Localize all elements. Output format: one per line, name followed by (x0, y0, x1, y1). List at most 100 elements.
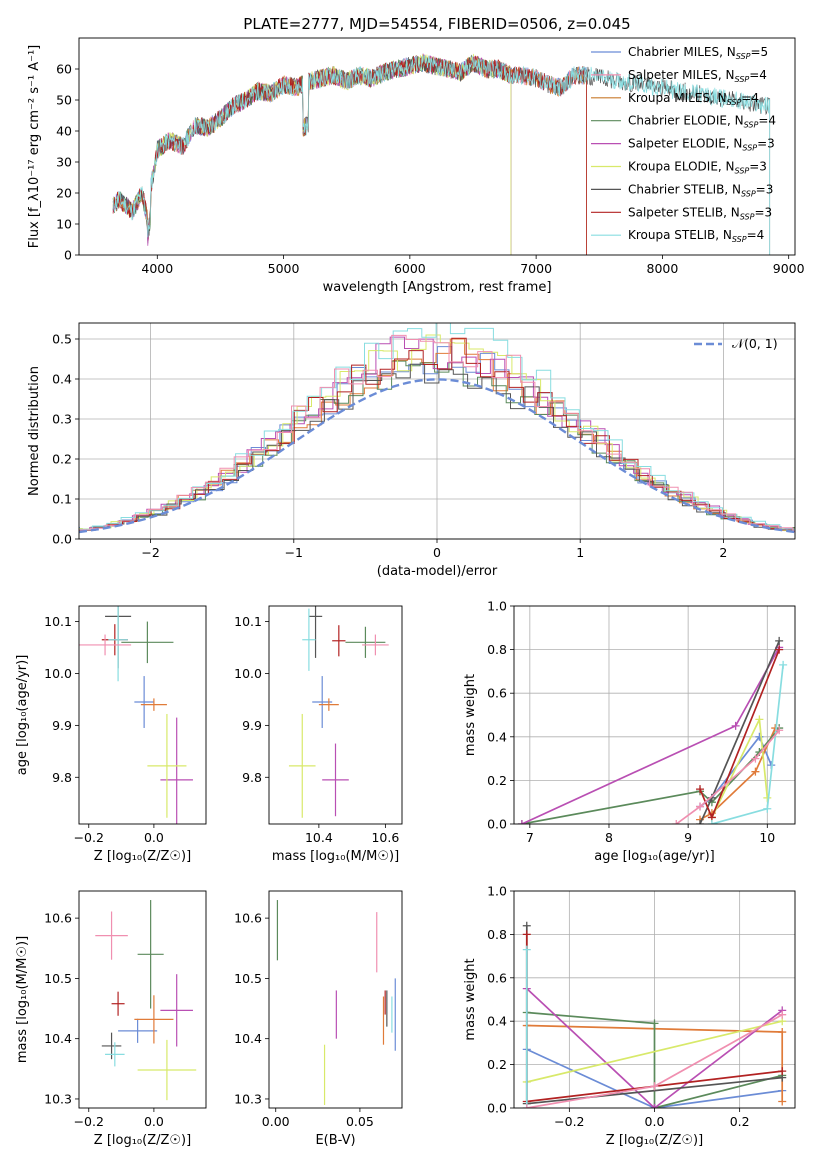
x-tick-label: 5000 (268, 261, 300, 276)
mass-weight-marker (755, 715, 764, 724)
residuals-axes: −2 −1 0 1 2 0.0 0.1 0.2 0.3 0.4 0.5 (data-model)/er… (27, 323, 795, 579)
y-tick-label: 0.1 (52, 492, 72, 507)
mass-weight-marker (696, 820, 705, 824)
data-point (302, 608, 316, 671)
mass-weight-marker (778, 1028, 787, 1037)
data-point (318, 698, 339, 711)
spectrum-line (112, 56, 771, 255)
x-tick-label: −2 (141, 545, 159, 560)
legend-label-tail: =4 (749, 68, 767, 82)
data-point (147, 713, 187, 818)
x-tick-label: 0 (433, 545, 441, 560)
mass-weight-line (675, 729, 780, 824)
data-point (101, 1032, 122, 1060)
mass_weight_vs_Z-frame (513, 890, 796, 1109)
y-tick-label: 0.2 (487, 1057, 507, 1072)
legend-label-sub: SSP (727, 98, 742, 107)
y-tick-label: 10.3 (234, 1091, 262, 1106)
mass_weight_vs_age-frame (513, 605, 796, 825)
mass-weight-marker (755, 732, 764, 741)
x-tick-label: 0.0 (645, 1114, 665, 1129)
legend-label-main: Salpeter ELODIE, N (628, 137, 742, 151)
y-tick-label: 9.9 (52, 718, 72, 733)
y-tick-label: 9.9 (242, 718, 262, 733)
y-tick-label: 10.0 (44, 666, 72, 681)
legend-label-sub: SSP (740, 212, 755, 221)
y-tick-label: 10.1 (234, 614, 262, 629)
legend-label: Kroupa STELIB, NSSP=4 (628, 228, 764, 244)
legend-label: Chabrier MILES, NSSP=5 (628, 45, 768, 61)
histogram-step (79, 363, 795, 533)
legend-label-tail: =4 (758, 114, 776, 128)
x-axis-label: wavelength [Angstrom, rest frame] (323, 280, 552, 295)
mass-weight-line (526, 1048, 783, 1108)
mass-weight-marker (522, 921, 531, 930)
x-tick-label: 2 (719, 545, 727, 560)
y-tick-label: 1.0 (487, 884, 507, 899)
x-tick-label: 0.2 (730, 1114, 750, 1129)
mass-weight-line (526, 987, 783, 1108)
mass-weight-marker (522, 930, 531, 939)
mass-weight-marker (731, 721, 740, 730)
y-tick-label: 60 (56, 62, 72, 77)
mass-weight-line (521, 727, 780, 824)
data-point (79, 634, 132, 656)
legend-label-main: Kroupa MILES, N (628, 91, 727, 105)
mass-weight-marker (650, 1104, 659, 1108)
histogram-step (79, 337, 795, 533)
legend-label-main: Kroupa ELODIE, N (628, 160, 735, 174)
mass-weight-marker (650, 1082, 659, 1091)
y-tick-label: 0.0 (487, 817, 507, 832)
y-tick-label: 0.0 (52, 532, 72, 547)
x-axis-label: age [log₁₀(age/yr)] (594, 849, 715, 864)
data-point (332, 625, 346, 657)
legend-label-main: Chabrier MILES, N (628, 45, 736, 59)
spectrum-axes: 4000 5000 6000 7000 8000 9000 0 10 20 30 40 50 60 wav… (27, 45, 805, 295)
y-tick-label: 10.6 (234, 911, 262, 926)
mass-weight-marker (775, 726, 784, 735)
y-tick-label: 0.3 (52, 412, 72, 427)
data-point (118, 1018, 158, 1043)
y-tick-label: 10.0 (234, 666, 262, 681)
legend-label-sub: SSP (741, 189, 756, 198)
x-tick-label: 7 (526, 830, 534, 845)
x-tick-label: −1 (285, 545, 303, 560)
x-tick-label: 10.4 (305, 830, 333, 845)
legend-label: Salpeter ELODIE, NSSP=3 (628, 137, 775, 153)
x-tick-label: 9 (684, 830, 692, 845)
mass-weight-marker (696, 802, 705, 811)
mass-weight-marker (763, 793, 772, 802)
residuals-frame (78, 322, 796, 540)
mass-weight-marker (751, 754, 760, 763)
mass-weight-marker (751, 767, 760, 776)
mass-weight-marker (672, 820, 681, 824)
mass-weight-marker (778, 1010, 787, 1019)
y-axis-label: mass [log₁₀(M/M☉)] (15, 936, 30, 1063)
mass-weight-line (699, 727, 776, 821)
y-tick-label: 0.4 (487, 1014, 507, 1029)
histogram-step (79, 336, 795, 533)
y-tick-label: 0.8 (487, 927, 507, 942)
data-point (121, 621, 174, 664)
mass_vs_EBV-axes: 0.00 0.05 10.3 10.4 10.5 10.6 E(B-V) (234, 911, 374, 1148)
data-point (140, 698, 167, 711)
x-tick-label: −0.2 (74, 830, 104, 845)
y-tick-label: 9.8 (52, 770, 72, 785)
data-point (105, 1042, 125, 1067)
legend-label-sub: SSP (735, 75, 750, 84)
mass-weight-line (526, 1020, 783, 1083)
y-tick-label: 20 (56, 186, 72, 201)
mass_vs_Z-frame (78, 890, 207, 1109)
y-tick-label: 1.0 (487, 599, 507, 614)
y-tick-label: 10.5 (44, 971, 72, 986)
mass-weight-marker (775, 645, 784, 654)
y-tick-label: 0.2 (487, 773, 507, 788)
y-tick-label: 0.4 (487, 729, 507, 744)
x-tick-label: −0.2 (554, 1114, 584, 1129)
data-point (160, 717, 193, 824)
mass-weight-marker (517, 820, 526, 824)
legend-label: Chabrier STELIB, NSSP=3 (628, 182, 773, 198)
mass-weight-line (521, 646, 780, 824)
